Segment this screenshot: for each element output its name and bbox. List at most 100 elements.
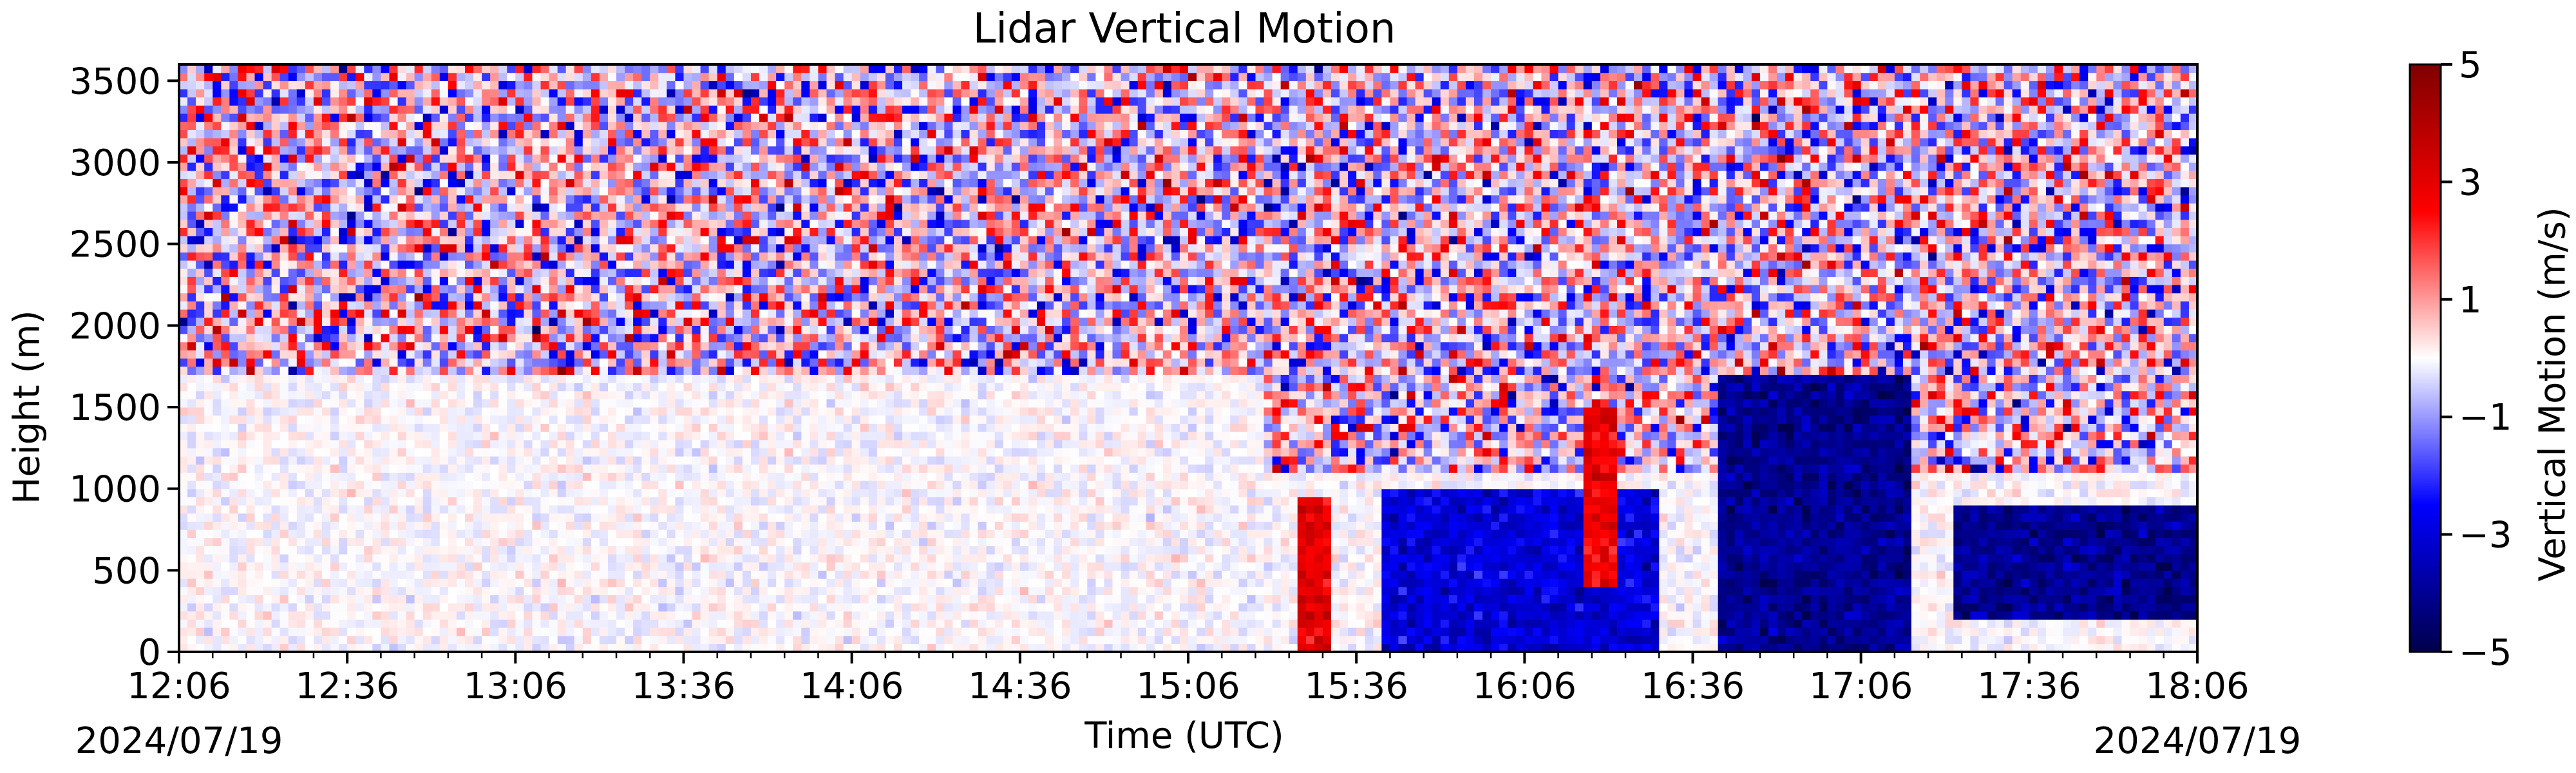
heatmap-cell [271, 154, 281, 163]
heatmap-cell [734, 285, 743, 294]
heatmap-cell [675, 187, 685, 196]
heatmap-cell [279, 554, 289, 563]
heatmap-cell [330, 146, 339, 155]
heatmap-cell [347, 162, 356, 171]
heatmap-cell [313, 203, 323, 212]
heatmap-cell [725, 317, 735, 326]
heatmap-cell [406, 358, 415, 367]
heatmap-cell [641, 366, 650, 375]
heatmap-cell [599, 227, 609, 236]
heatmap-cell [482, 530, 491, 539]
heatmap-cell [431, 219, 440, 228]
heatmap-cell [221, 89, 230, 98]
heatmap-cell [279, 97, 289, 106]
heatmap-cell [179, 570, 188, 579]
heatmap-cell [238, 635, 247, 644]
heatmap-cell [431, 121, 440, 130]
heatmap-cell [540, 341, 550, 350]
heatmap-cell [708, 227, 718, 236]
heatmap-cell [717, 317, 726, 326]
heatmap-cell [717, 170, 726, 179]
heatmap-cell [599, 358, 609, 367]
heatmap-cell [279, 292, 289, 301]
heatmap-cell [498, 138, 507, 147]
heatmap-cell [448, 521, 457, 530]
heatmap-cell [507, 285, 516, 294]
heatmap-cell [364, 236, 373, 245]
heatmap-cell [313, 554, 323, 563]
heatmap-cell [650, 562, 659, 571]
heatmap-cell [650, 268, 659, 277]
heatmap-cell [238, 236, 247, 245]
heatmap-cell [372, 366, 381, 375]
heatmap-cell [381, 570, 390, 579]
heatmap-cell [675, 586, 685, 595]
heatmap-cell [549, 72, 558, 81]
heatmap-cell [364, 187, 373, 196]
heatmap-cell [246, 366, 256, 375]
heatmap-cell [641, 464, 650, 473]
heatmap-cell [633, 309, 642, 318]
heatmap-cell [675, 154, 685, 163]
heatmap-cell [229, 505, 239, 514]
heatmap-cell [439, 129, 449, 138]
heatmap-cell [296, 236, 306, 245]
heatmap-cell [734, 448, 743, 457]
heatmap-cell [540, 187, 550, 196]
heatmap-cell [708, 350, 718, 359]
heatmap-cell [515, 146, 524, 155]
heatmap-cell [565, 162, 575, 171]
heatmap-cell [641, 276, 650, 285]
heatmap-cell [288, 448, 298, 457]
heatmap-cell [263, 260, 272, 269]
heatmap-cell [574, 456, 583, 465]
heatmap-cell [431, 390, 440, 399]
heatmap-cell [700, 644, 710, 653]
heatmap-cell [750, 276, 760, 285]
heatmap-cell [607, 317, 617, 326]
heatmap-cell [540, 513, 550, 522]
heatmap-cell [675, 554, 685, 563]
heatmap-cell [263, 399, 272, 408]
heatmap-cell [742, 178, 752, 187]
heatmap-cell [279, 309, 289, 318]
heatmap-cell [750, 252, 760, 261]
heatmap-cell [700, 227, 710, 236]
heatmap-cell [524, 89, 533, 98]
heatmap-cell [524, 562, 533, 571]
heatmap-cell [321, 187, 331, 196]
heatmap-cell [524, 81, 533, 90]
heatmap-cell [650, 537, 659, 546]
heatmap-cell [279, 497, 289, 506]
heatmap-cell [498, 219, 507, 228]
heatmap-cell [574, 105, 583, 114]
heatmap-cell [347, 399, 356, 408]
heatmap-cell [254, 358, 264, 367]
heatmap-cell [389, 578, 399, 587]
heatmap-cell [296, 81, 306, 90]
heatmap-cell [641, 505, 650, 514]
heatmap-cell [271, 488, 281, 497]
heatmap-cell [482, 243, 491, 253]
heatmap-cell [667, 195, 676, 204]
heatmap-cell [263, 432, 272, 441]
heatmap-cell [238, 448, 247, 457]
heatmap-cell [422, 390, 432, 399]
heatmap-cell [422, 481, 432, 490]
heatmap-cell [607, 603, 617, 612]
heatmap-cell [288, 89, 298, 98]
heatmap-cell [330, 505, 339, 514]
heatmap-cell [565, 170, 575, 179]
heatmap-cell [263, 505, 272, 514]
heatmap-cell [490, 390, 499, 399]
heatmap-cell [221, 562, 230, 571]
heatmap-cell [750, 227, 760, 236]
heatmap-cell [507, 635, 516, 644]
heatmap-cell [204, 129, 213, 138]
heatmap-cell [742, 513, 752, 522]
heatmap-cell [229, 187, 239, 196]
heatmap-cell [498, 595, 507, 604]
heatmap-cell [238, 268, 247, 277]
heatmap-cell [364, 285, 373, 294]
heatmap-cell [473, 260, 482, 269]
